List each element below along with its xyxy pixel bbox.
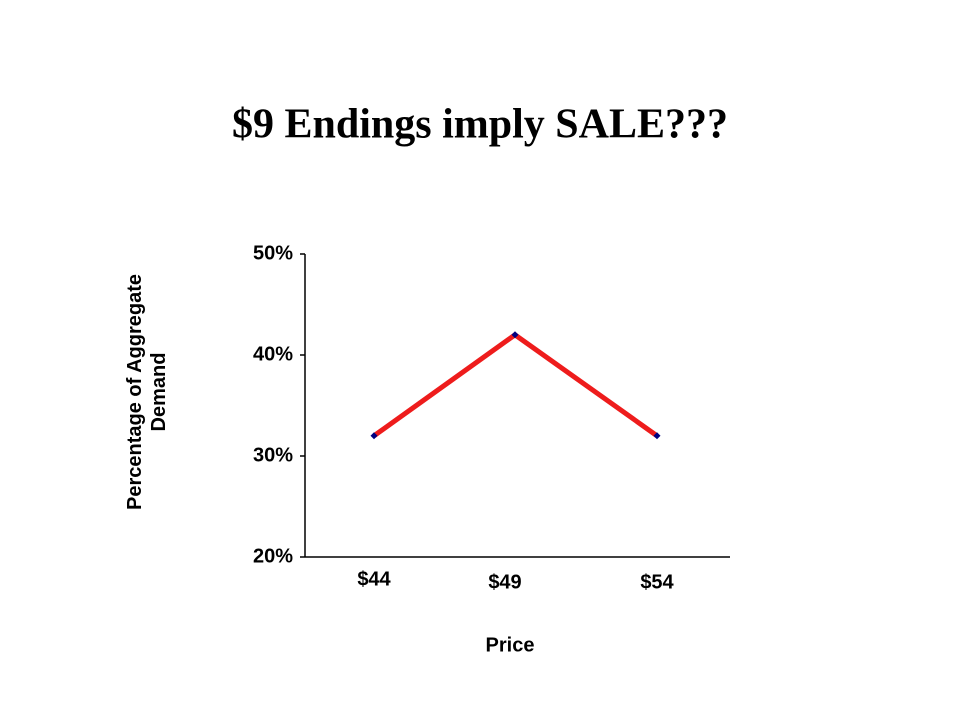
x-tick-label: $54 (640, 571, 674, 593)
point-marker (653, 432, 661, 440)
y-tick-label: 40% (253, 343, 293, 365)
y-tick-label: 50% (253, 242, 293, 264)
y-tick-label: 30% (253, 444, 293, 466)
chart-title: $9 Endings imply SALE??? (232, 102, 728, 148)
y-tick-label: 20% (253, 545, 293, 567)
x-axis-title: Price (486, 634, 535, 656)
point-marker (511, 331, 519, 339)
y-axis-title: Percentage of Aggregate Demand (124, 274, 170, 510)
series-line (372, 331, 659, 438)
point-marker (370, 432, 378, 440)
x-tick-label: $49 (488, 571, 521, 593)
x-tick-label: $44 (357, 568, 391, 590)
